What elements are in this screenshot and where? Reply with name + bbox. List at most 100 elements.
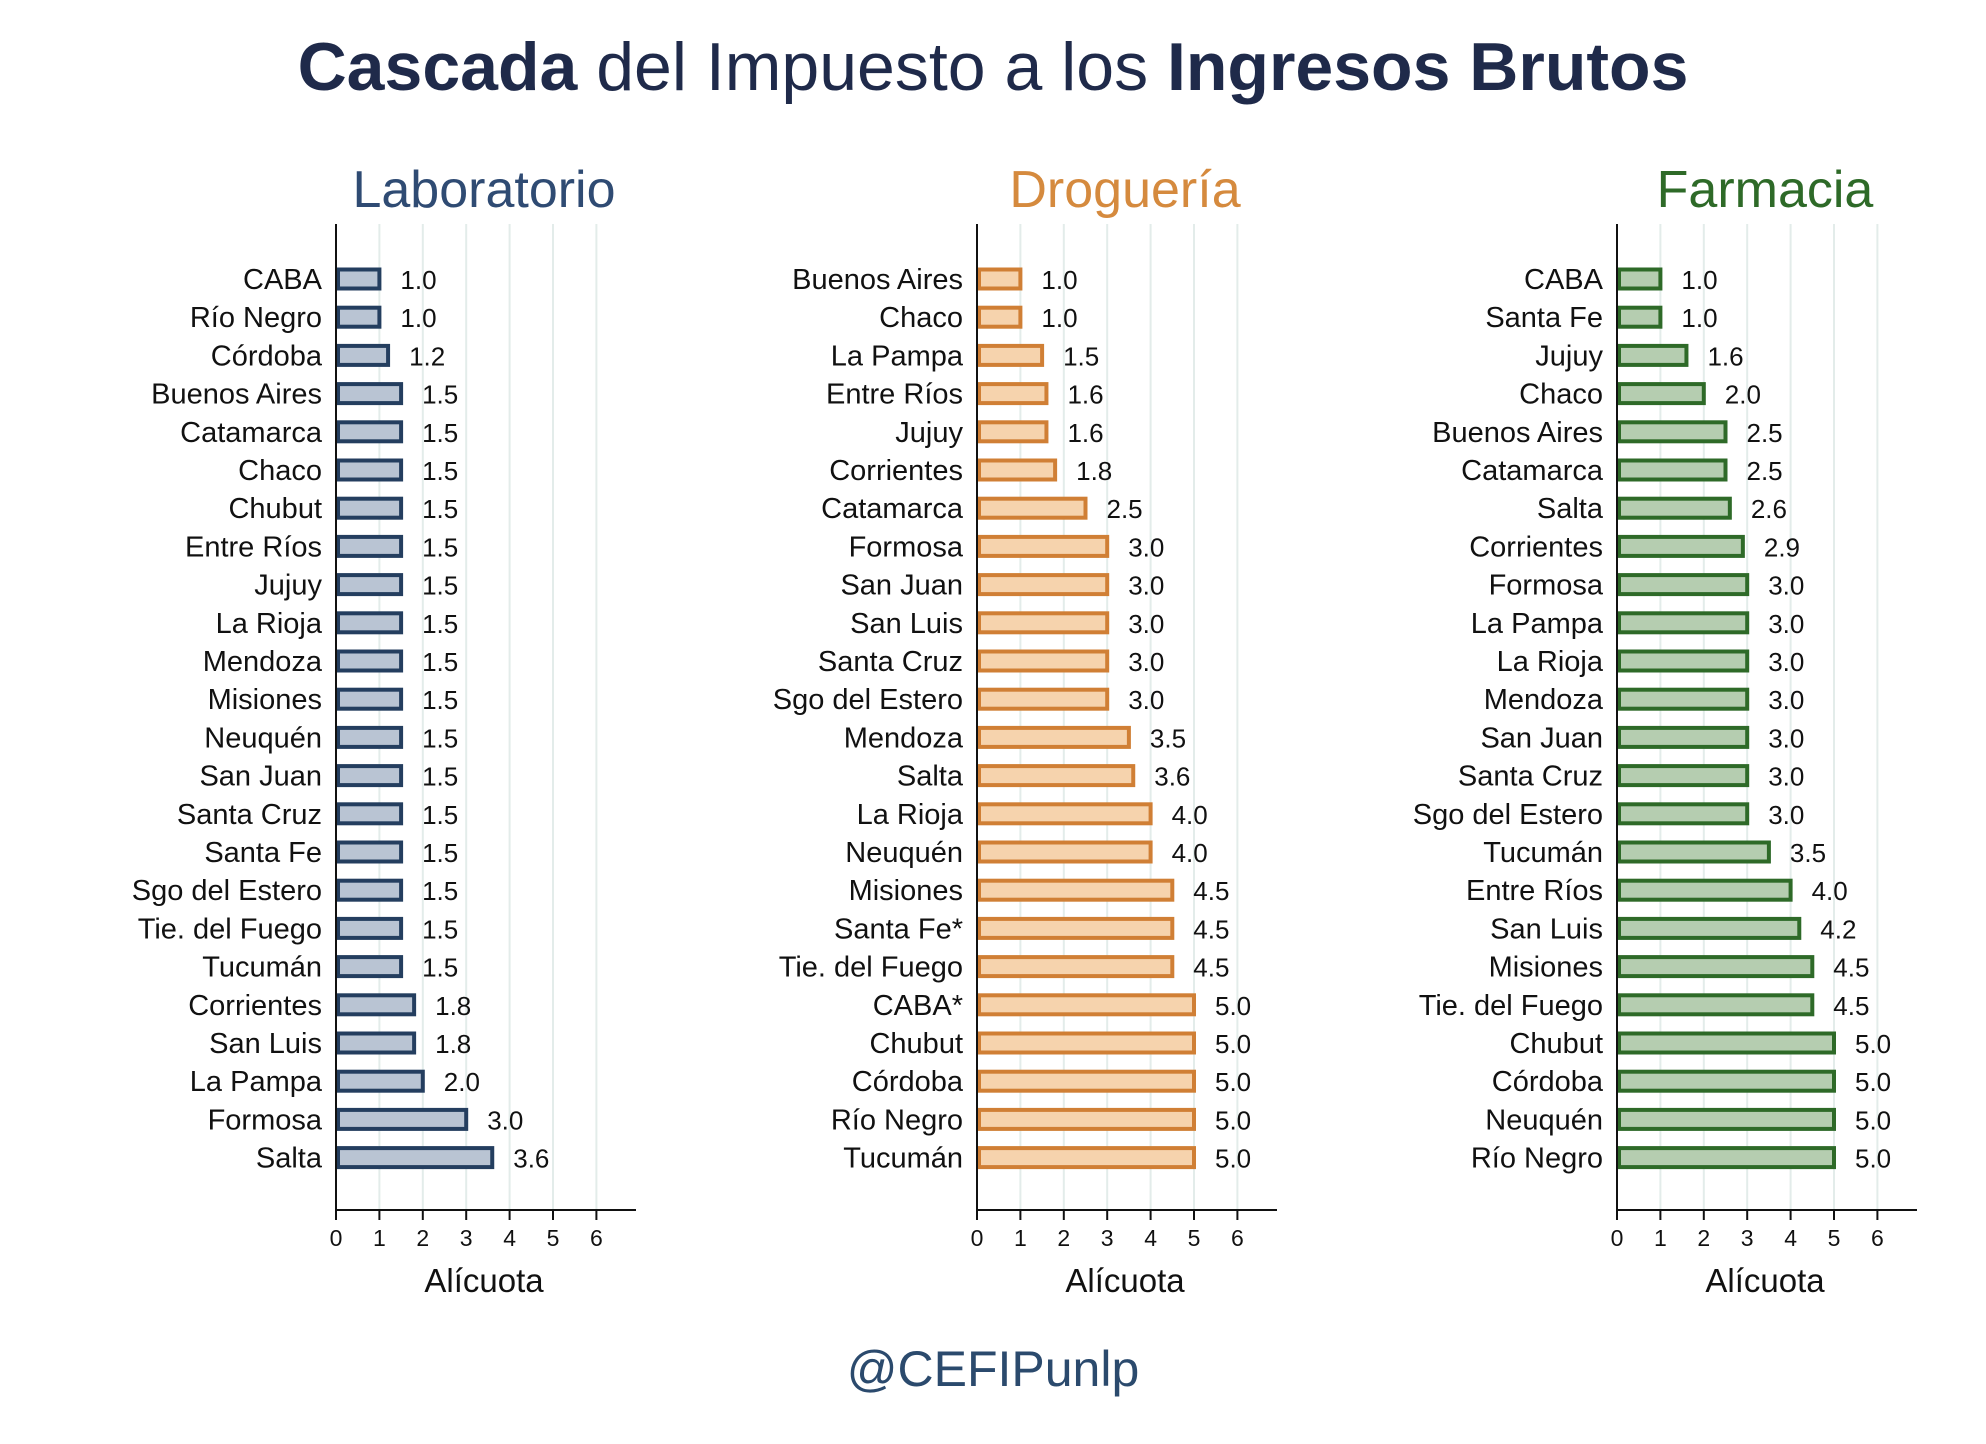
bar — [336, 802, 404, 826]
title-bold-ingresos: Ingresos Brutos — [1166, 29, 1689, 105]
value-label: 3.0 — [1768, 800, 1804, 830]
value-label: 1.8 — [435, 1029, 471, 1059]
category-label: Mendoza — [1484, 684, 1604, 716]
category-label: Catamarca — [180, 417, 323, 449]
x-tick-label: 1 — [1654, 1225, 1667, 1251]
value-label: 1.5 — [422, 838, 458, 868]
bar — [977, 343, 1045, 367]
value-label: 5.0 — [1215, 991, 1251, 1021]
bar — [1617, 305, 1663, 329]
category-label: Misiones — [208, 684, 322, 716]
value-label: 4.0 — [1172, 800, 1208, 830]
category-label: Tie. del Fuego — [1419, 990, 1603, 1022]
bar — [977, 916, 1175, 940]
value-label: 3.6 — [513, 1144, 549, 1174]
category-label: Corrientes — [829, 455, 963, 487]
bar — [1617, 496, 1732, 520]
category-label: Entre Ríos — [826, 379, 963, 411]
category-label: Sgo del Estero — [132, 875, 322, 907]
category-label: Santa Fe* — [834, 913, 963, 945]
bar — [977, 955, 1175, 979]
value-label: 4.2 — [1820, 914, 1856, 944]
bar — [336, 343, 391, 367]
value-label: 1.0 — [1681, 265, 1717, 295]
value-label: 5.0 — [1215, 1029, 1251, 1059]
category-label: Chaco — [238, 455, 322, 487]
x-tick-label: 4 — [503, 1225, 516, 1251]
chart-title: Cascada del Impuesto a los Ingresos Brut… — [0, 28, 1986, 106]
x-tick-label: 3 — [460, 1225, 473, 1251]
x-axis-title: Alícuota — [1705, 1262, 1825, 1299]
value-label: 2.5 — [1747, 456, 1783, 486]
value-label: 1.5 — [422, 456, 458, 486]
value-label: 1.5 — [422, 762, 458, 792]
bar — [977, 802, 1153, 826]
category-label: CABA — [243, 264, 323, 296]
category-label: Mendoza — [203, 646, 323, 678]
bar — [977, 382, 1049, 406]
bar — [1617, 420, 1728, 444]
value-label: 3.0 — [1128, 532, 1164, 562]
panel-title-farmacia: Farmacia — [1656, 161, 1874, 219]
bar — [1617, 955, 1815, 979]
panel-1: Buenos Aires 1.0 Chaco 1.0 La Pampa 1.5 Entre … — [773, 224, 1277, 1299]
value-label: 3.0 — [1128, 609, 1164, 639]
category-label: Entre Ríos — [1466, 875, 1603, 907]
value-label: 1.0 — [1041, 265, 1077, 295]
x-tick-label: 6 — [1871, 1225, 1884, 1251]
category-label: Mendoza — [844, 722, 964, 754]
value-label: 2.5 — [1107, 494, 1143, 524]
value-label: 3.6 — [1154, 762, 1190, 792]
category-label: CABA — [1524, 264, 1604, 296]
category-label: Buenos Aires — [151, 379, 322, 411]
x-tick-label: 5 — [1828, 1225, 1841, 1251]
category-label: Neuquén — [1485, 1104, 1603, 1136]
bar — [977, 840, 1153, 864]
bar — [336, 420, 404, 444]
value-label: 5.0 — [1215, 1067, 1251, 1097]
value-label: 4.5 — [1193, 876, 1229, 906]
bar — [1617, 1069, 1836, 1093]
bar — [1617, 764, 1750, 788]
category-label: Corrientes — [188, 990, 322, 1022]
value-label: 1.5 — [422, 685, 458, 715]
value-label: 1.0 — [1041, 303, 1077, 333]
bar — [977, 611, 1110, 635]
category-label: Tie. del Fuego — [138, 913, 322, 945]
value-label: 4.5 — [1833, 953, 1869, 983]
value-label: 1.2 — [409, 341, 445, 371]
value-label: 3.0 — [1768, 571, 1804, 601]
category-label: La Rioja — [1497, 646, 1604, 678]
x-tick-label: 0 — [1611, 1225, 1624, 1251]
value-label: 1.5 — [422, 723, 458, 753]
category-label: Córdoba — [852, 1066, 964, 1098]
bar — [977, 267, 1023, 291]
bar — [977, 687, 1110, 711]
category-label: Sgo del Estero — [773, 684, 963, 716]
bar — [336, 1031, 417, 1055]
value-label: 1.5 — [422, 647, 458, 677]
value-label: 5.0 — [1855, 1144, 1891, 1174]
category-label: San Luis — [209, 1028, 322, 1060]
bar — [336, 725, 404, 749]
category-label: Salta — [256, 1143, 323, 1175]
value-label: 3.0 — [1128, 647, 1164, 677]
value-label: 4.0 — [1172, 838, 1208, 868]
title-bold-cascada: Cascada — [297, 29, 578, 105]
bar — [977, 496, 1088, 520]
value-label: 5.0 — [1855, 1105, 1891, 1135]
bar — [1617, 267, 1663, 291]
category-label: Misiones — [849, 875, 963, 907]
bar — [336, 534, 404, 558]
bar — [1617, 802, 1750, 826]
bar — [1617, 534, 1745, 558]
value-label: 2.9 — [1764, 532, 1800, 562]
bar — [336, 1107, 469, 1131]
x-tick-label: 3 — [1741, 1225, 1754, 1251]
bar — [1617, 573, 1750, 597]
value-label: 4.5 — [1193, 953, 1229, 983]
bar — [336, 573, 404, 597]
bar — [1617, 343, 1689, 367]
bar — [977, 1107, 1196, 1131]
category-label: San Juan — [840, 570, 963, 602]
